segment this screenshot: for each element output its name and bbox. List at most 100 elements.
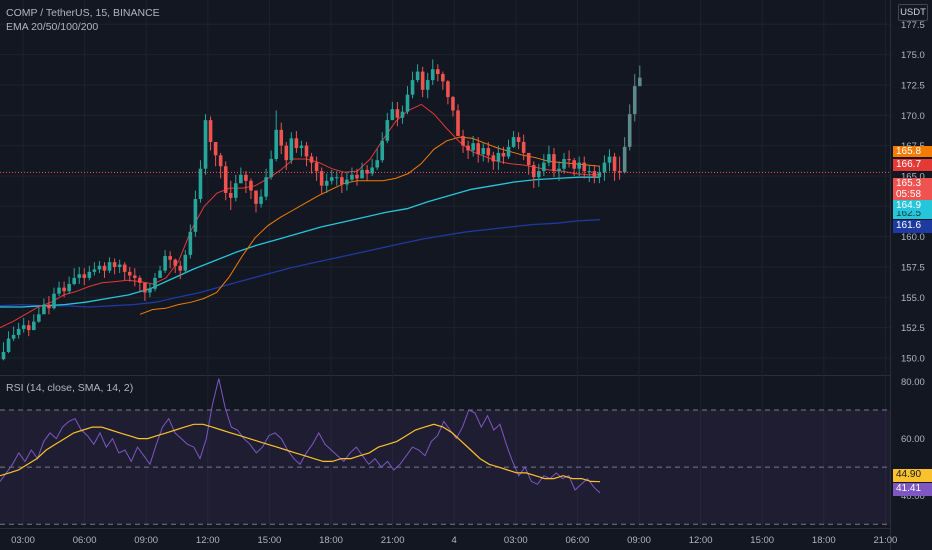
candle-body — [572, 160, 576, 169]
candle-body — [208, 120, 213, 142]
price-tick-label: 157.5 — [901, 262, 925, 273]
rsi-legend[interactable]: RSI (14, close, SMA, 14, 2) — [6, 382, 134, 394]
candle — [441, 71, 445, 90]
candle-body — [228, 192, 233, 198]
candle — [567, 150, 571, 168]
time-tick-label: 15:00 — [750, 535, 774, 546]
candle — [143, 282, 147, 301]
candle-body — [37, 314, 41, 322]
ema50-path — [139, 136, 601, 315]
candle-body — [335, 177, 339, 179]
candle-body — [562, 158, 566, 169]
candle-body — [264, 177, 268, 197]
candle — [244, 171, 248, 193]
candle-body — [385, 120, 390, 141]
candle-body — [198, 168, 203, 200]
symbol-legend[interactable]: COMP / TetherUS, 15, BINANCE — [6, 7, 160, 19]
candle-body — [400, 111, 405, 118]
candle-body — [254, 190, 258, 204]
candle-body — [112, 262, 117, 267]
ema50-line — [139, 136, 601, 315]
candle-body — [239, 174, 243, 184]
ema-legend[interactable]: EMA 20/50/100/200 — [6, 21, 99, 33]
rsi-tag: 41.41 — [893, 483, 932, 496]
candle — [491, 151, 496, 170]
candle — [375, 149, 379, 170]
candle-body — [547, 154, 551, 163]
candle — [526, 152, 531, 175]
candle-body — [143, 282, 147, 293]
candle-body — [451, 97, 455, 111]
price-tick-label: 155.0 — [901, 293, 925, 304]
candle — [148, 283, 152, 298]
candle-body — [213, 141, 218, 156]
candle-body — [193, 199, 198, 232]
ema200-price-tag: 161.6 — [893, 220, 932, 233]
candle-body — [395, 109, 400, 118]
candle — [218, 152, 223, 179]
candle — [405, 86, 410, 115]
candle-body — [355, 174, 359, 179]
candle-body — [380, 140, 385, 161]
candle — [208, 116, 213, 151]
candle-body — [511, 137, 516, 147]
time-tick-label: 21:00 — [381, 535, 405, 546]
candle — [324, 173, 329, 193]
candle — [309, 152, 314, 174]
candle — [42, 298, 46, 315]
candle-body — [299, 145, 304, 149]
ema20-line — [0, 103, 600, 329]
candle-body — [405, 94, 410, 112]
rsi-lines — [0, 378, 601, 494]
candle — [420, 66, 425, 98]
candle — [577, 156, 581, 176]
candle-body — [188, 231, 193, 255]
candle — [274, 110, 278, 162]
candle-body — [259, 196, 263, 204]
candle-body — [107, 262, 112, 271]
price-tick-label: 150.0 — [901, 354, 925, 365]
candle-body — [542, 162, 546, 172]
candle — [11, 326, 16, 342]
candle-body — [425, 80, 430, 90]
candle — [385, 112, 390, 144]
price-tick-label: 160.0 — [901, 232, 925, 243]
candle-body — [274, 129, 278, 159]
rsi-tick-label: 60.00 — [901, 434, 925, 445]
candle — [471, 135, 475, 157]
candle — [547, 145, 551, 167]
candle — [168, 251, 172, 269]
candle-body — [52, 293, 56, 309]
candle — [314, 156, 319, 181]
candles — [1, 59, 642, 361]
candle — [228, 180, 233, 210]
currency-button[interactable]: USDT — [898, 4, 928, 21]
candle-body — [72, 277, 76, 284]
candle — [178, 260, 183, 280]
rsi-axis: 40.00 60.00 80.00 — [901, 377, 925, 502]
candle — [183, 250, 188, 274]
bar-countdown: 05:58 — [896, 189, 922, 200]
candle — [299, 140, 304, 157]
candle-body — [496, 152, 501, 162]
candle-body — [178, 265, 183, 271]
candle-body — [577, 162, 581, 169]
candle — [117, 259, 122, 274]
candle-body — [42, 304, 46, 315]
candle — [390, 101, 395, 121]
candle-body — [360, 169, 364, 179]
candle-body — [622, 146, 627, 173]
candle — [552, 148, 556, 178]
candle-body — [97, 265, 102, 270]
rsi-tick-label: 40.00 — [901, 491, 925, 502]
candle — [481, 143, 486, 162]
candle — [239, 167, 243, 184]
candle-body — [552, 154, 556, 172]
ema-hidden-price-tag: 162.5 — [893, 211, 932, 219]
price-grid — [0, 0, 891, 550]
candle-body — [612, 156, 617, 172]
candle — [562, 152, 566, 174]
candle-body — [345, 179, 349, 185]
candle — [264, 168, 268, 201]
